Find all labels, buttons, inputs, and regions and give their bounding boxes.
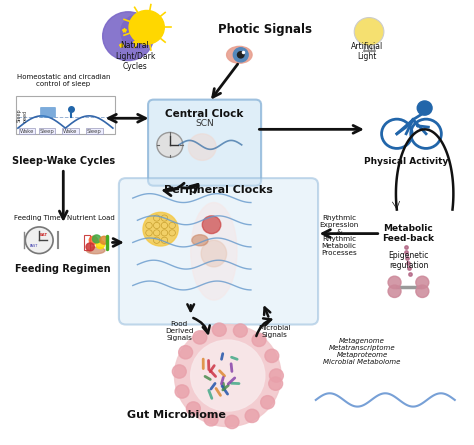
Circle shape [265, 349, 279, 363]
Circle shape [416, 276, 429, 289]
Text: Sleep: Sleep [87, 129, 102, 134]
Text: Central Clock: Central Clock [165, 109, 244, 119]
Circle shape [188, 134, 216, 160]
Circle shape [233, 324, 247, 337]
Text: Feeding Regimen: Feeding Regimen [16, 264, 111, 274]
FancyBboxPatch shape [148, 100, 261, 186]
Circle shape [86, 243, 94, 251]
Circle shape [252, 333, 266, 347]
Circle shape [225, 415, 239, 429]
Text: Natural
Light/Dark
Cycles: Natural Light/Dark Cycles [115, 41, 155, 71]
Text: Metagenome
Metatranscriptome
Metaproteome
Microbial Metabolome: Metagenome Metatranscriptome Metaproteom… [323, 337, 401, 365]
Text: Sleep: Sleep [40, 129, 55, 134]
Text: Homeostatic and circadian
control of sleep: Homeostatic and circadian control of sle… [17, 74, 110, 87]
Circle shape [179, 346, 192, 359]
Circle shape [173, 365, 186, 378]
Circle shape [103, 12, 154, 61]
FancyBboxPatch shape [16, 96, 115, 134]
Circle shape [191, 340, 265, 411]
FancyBboxPatch shape [86, 128, 103, 134]
FancyBboxPatch shape [84, 235, 90, 250]
Circle shape [237, 52, 244, 58]
Text: Feeding Time: Feeding Time [15, 215, 61, 221]
Circle shape [204, 413, 218, 426]
Circle shape [175, 385, 189, 398]
Circle shape [157, 133, 183, 157]
Circle shape [417, 101, 432, 115]
Text: Gut Microbiome: Gut Microbiome [128, 410, 226, 421]
Ellipse shape [192, 235, 208, 246]
Circle shape [100, 236, 108, 244]
Text: Artificial
Light: Artificial Light [351, 42, 383, 61]
Ellipse shape [191, 202, 237, 300]
Circle shape [212, 323, 226, 336]
Circle shape [269, 369, 283, 382]
Circle shape [92, 235, 101, 243]
Text: Sleep-Wake Cycles: Sleep-Wake Cycles [12, 156, 115, 166]
Text: Rhythmic
Expression
&
Rhythmic
Metabolic
Processes: Rhythmic Expression & Rhythmic Metabolic… [319, 215, 358, 256]
Text: FAST: FAST [29, 243, 38, 247]
Circle shape [261, 396, 274, 409]
FancyBboxPatch shape [119, 178, 318, 324]
Text: EAT: EAT [40, 233, 48, 237]
Circle shape [121, 15, 156, 49]
Text: Photic Signals: Photic Signals [218, 23, 312, 36]
Circle shape [186, 402, 201, 415]
Circle shape [143, 212, 178, 246]
Ellipse shape [227, 46, 252, 63]
Text: Sleep
need: Sleep need [17, 108, 27, 122]
Ellipse shape [86, 247, 105, 254]
Ellipse shape [201, 240, 227, 267]
Circle shape [25, 227, 53, 254]
Text: Wake: Wake [20, 129, 34, 134]
Text: Physical Activity: Physical Activity [364, 157, 448, 166]
FancyBboxPatch shape [19, 128, 36, 134]
Circle shape [202, 216, 221, 234]
Circle shape [193, 331, 207, 344]
Circle shape [233, 48, 248, 62]
Text: Wake: Wake [63, 129, 77, 134]
Text: SCN: SCN [195, 119, 214, 128]
Text: Epigenetic
regulation: Epigenetic regulation [388, 251, 428, 270]
Circle shape [416, 285, 429, 297]
Circle shape [129, 10, 164, 44]
FancyBboxPatch shape [62, 128, 79, 134]
Text: Food
Derived
Signals: Food Derived Signals [165, 321, 193, 341]
Text: Nutrient Load: Nutrient Load [67, 215, 115, 221]
Circle shape [388, 285, 401, 297]
FancyBboxPatch shape [39, 128, 55, 134]
Circle shape [245, 409, 259, 423]
Circle shape [269, 377, 283, 390]
Text: Microbial
Signals: Microbial Signals [258, 325, 291, 338]
Text: Peripheral Clocks: Peripheral Clocks [164, 185, 273, 195]
Text: Metabolic
Feed-back: Metabolic Feed-back [383, 224, 435, 243]
Circle shape [388, 276, 401, 289]
Circle shape [354, 17, 384, 46]
Circle shape [96, 241, 105, 249]
FancyBboxPatch shape [40, 107, 56, 117]
Circle shape [89, 236, 98, 244]
Circle shape [174, 324, 281, 427]
